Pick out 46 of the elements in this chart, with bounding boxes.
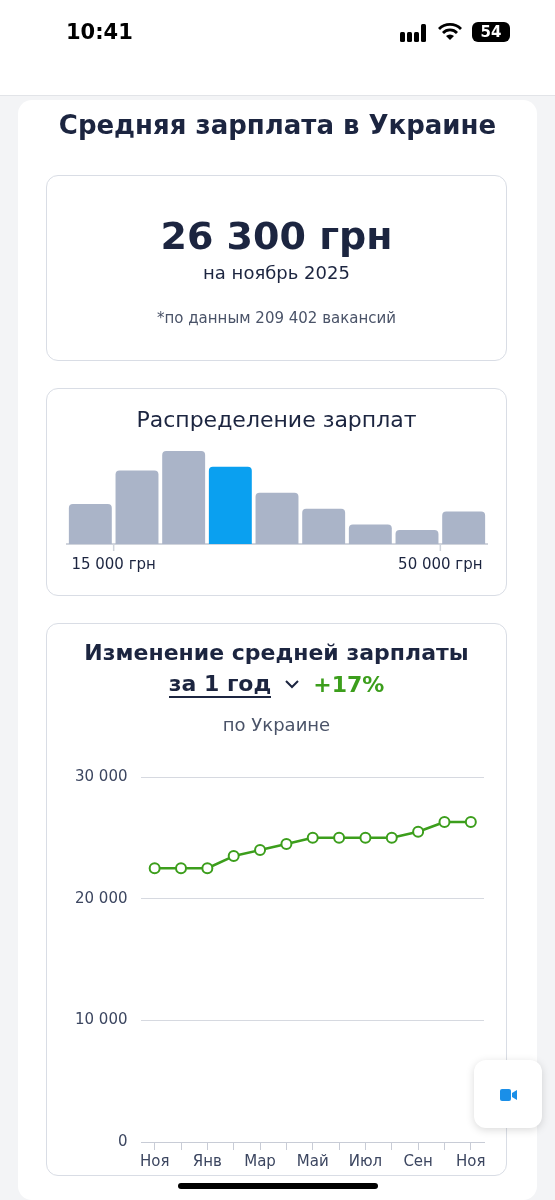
x-tick-label: Ноя xyxy=(139,1151,170,1170)
y-tick-label: 10 000 xyxy=(74,1010,128,1029)
point xyxy=(201,862,214,875)
text: +17% xyxy=(313,672,385,697)
x-tick-label: Июл xyxy=(348,1151,383,1170)
x-tick-label: Сен xyxy=(403,1151,433,1170)
point xyxy=(148,862,161,875)
text: 15 000 грн xyxy=(71,555,156,574)
chart-title: Распределение зарплат xyxy=(135,407,418,432)
point xyxy=(412,825,425,838)
point xyxy=(438,816,451,829)
chart-subtitle: по Украине xyxy=(221,714,332,735)
bar xyxy=(348,524,392,544)
text: Средняя зарплата в Украине xyxy=(57,110,498,140)
bar xyxy=(68,504,112,544)
bar xyxy=(442,511,486,544)
text: *по данным 209 402 вакансий xyxy=(156,309,397,327)
bar xyxy=(162,451,206,544)
point xyxy=(280,837,293,850)
text: 50 000 грн xyxy=(398,555,483,574)
bar xyxy=(115,470,159,544)
x-tick-label: Мар xyxy=(244,1151,276,1170)
point xyxy=(385,831,398,844)
point xyxy=(306,831,319,844)
x-tick-label: Май xyxy=(296,1151,329,1170)
point xyxy=(254,844,267,856)
point xyxy=(333,831,346,844)
y-tick-label: 20 000 xyxy=(74,888,128,907)
battery-icon: 54 xyxy=(472,22,510,42)
point xyxy=(227,850,240,863)
bar xyxy=(302,508,346,544)
x-tick-label: Ноя xyxy=(456,1151,486,1170)
text: 26 300 грн xyxy=(159,214,394,258)
text: 10:41 xyxy=(66,20,133,44)
bar xyxy=(255,492,299,544)
bar xyxy=(395,530,439,544)
x-tick-label: Янв xyxy=(192,1151,222,1170)
y-tick-label: 30 000 xyxy=(74,766,128,785)
point xyxy=(175,862,188,875)
bar xyxy=(208,466,252,544)
point xyxy=(359,831,372,844)
text: на ноябрь 2025 xyxy=(202,262,351,283)
point xyxy=(464,816,477,829)
text: за 1 год xyxy=(168,671,272,698)
chart-title: Изменение средней зарплаты xyxy=(83,640,470,665)
y-tick-label: 0 xyxy=(117,1131,128,1150)
